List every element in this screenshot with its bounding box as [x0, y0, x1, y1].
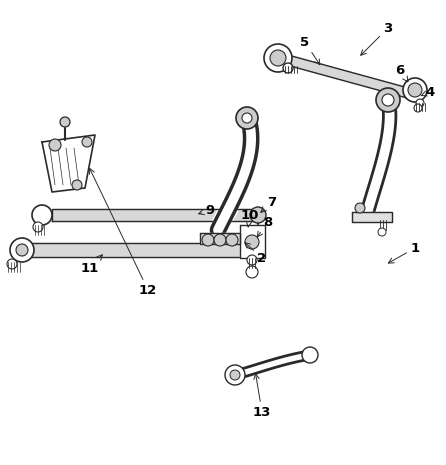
- Polygon shape: [52, 209, 258, 221]
- Text: 1: 1: [388, 241, 420, 263]
- Text: 5: 5: [301, 35, 320, 65]
- Circle shape: [49, 139, 61, 151]
- Text: 2: 2: [245, 243, 267, 265]
- Circle shape: [214, 234, 226, 246]
- Text: 13: 13: [253, 374, 271, 418]
- Polygon shape: [279, 53, 416, 100]
- Circle shape: [246, 266, 258, 278]
- Text: 11: 11: [81, 255, 103, 274]
- Circle shape: [32, 205, 52, 225]
- Circle shape: [10, 238, 34, 262]
- Circle shape: [416, 99, 424, 107]
- Circle shape: [270, 50, 286, 66]
- Circle shape: [245, 235, 259, 249]
- Circle shape: [382, 94, 394, 106]
- Text: 8: 8: [257, 215, 273, 237]
- Circle shape: [408, 83, 422, 97]
- Circle shape: [414, 104, 422, 112]
- Polygon shape: [200, 233, 240, 244]
- Circle shape: [236, 107, 258, 129]
- Circle shape: [403, 78, 427, 102]
- Circle shape: [283, 63, 293, 73]
- Polygon shape: [42, 135, 95, 192]
- Text: 10: 10: [241, 208, 259, 227]
- Circle shape: [7, 259, 17, 269]
- Circle shape: [247, 255, 257, 265]
- Text: 9: 9: [198, 204, 215, 217]
- Circle shape: [82, 137, 92, 147]
- Circle shape: [225, 365, 245, 385]
- Circle shape: [250, 207, 266, 223]
- Text: 6: 6: [395, 64, 408, 82]
- Polygon shape: [352, 212, 392, 222]
- Text: 3: 3: [361, 21, 392, 55]
- Text: 7: 7: [261, 195, 277, 213]
- Text: 12: 12: [90, 168, 157, 297]
- Circle shape: [264, 44, 292, 72]
- Circle shape: [226, 234, 238, 246]
- Polygon shape: [240, 225, 265, 258]
- Circle shape: [202, 234, 214, 246]
- Text: 4: 4: [421, 86, 434, 99]
- Polygon shape: [28, 243, 258, 257]
- Circle shape: [72, 180, 82, 190]
- Circle shape: [376, 88, 400, 112]
- Circle shape: [60, 117, 70, 127]
- Circle shape: [242, 113, 252, 123]
- Circle shape: [230, 370, 240, 380]
- Circle shape: [378, 228, 386, 236]
- Circle shape: [33, 222, 43, 232]
- Circle shape: [16, 244, 28, 256]
- Circle shape: [302, 347, 318, 363]
- Circle shape: [355, 203, 365, 213]
